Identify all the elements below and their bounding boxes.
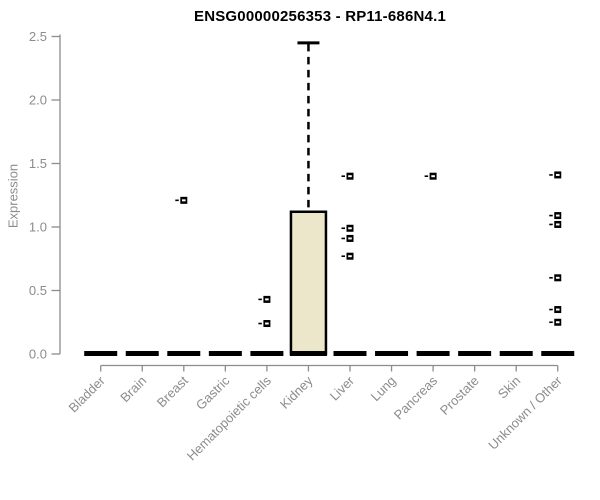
outlier-point-center <box>555 214 560 217</box>
outlier-point-center <box>348 255 352 258</box>
y-tick-label: 1.5 <box>29 156 47 171</box>
x-tick-label: Prostate <box>437 373 482 418</box>
outlier-point-center <box>555 308 560 311</box>
chart-title: ENSG00000256353 - RP11-686N4.1 <box>193 8 446 25</box>
x-tick-label: Pancreas <box>391 373 441 423</box>
x-tick-label: Brain <box>117 373 149 405</box>
outlier-point-center <box>555 173 560 176</box>
outlier-point-center <box>348 175 352 178</box>
y-tick-label: 0.0 <box>29 347 47 362</box>
outlier-point-center <box>555 223 560 226</box>
y-tick-label: 0.5 <box>29 283 47 298</box>
x-tick-label: Lung <box>368 373 399 404</box>
x-tick-label: Gastric <box>193 373 233 413</box>
x-tick-label: Skin <box>495 373 523 401</box>
x-tick-label: Liver <box>327 373 358 404</box>
y-tick-label: 2.0 <box>29 93 47 108</box>
outlier-point-center <box>431 175 435 178</box>
outlier-point-center <box>182 199 186 202</box>
outlier-point-center <box>265 322 269 325</box>
outlier-point-center <box>555 276 560 279</box>
outlier-point-center <box>348 227 352 230</box>
y-tick-label: 2.5 <box>29 29 47 44</box>
outlier-point-center <box>265 298 269 301</box>
box <box>289 210 328 356</box>
x-tick-label: Bladder <box>66 373 109 416</box>
x-tick-label: Breast <box>154 373 191 410</box>
outlier-point-center <box>555 321 560 324</box>
y-tick-label: 1.0 <box>29 220 47 235</box>
x-tick-label: Unknown / Other <box>485 373 565 453</box>
outlier-point-center <box>348 237 352 240</box>
x-tick-label: Kidney <box>277 373 316 412</box>
